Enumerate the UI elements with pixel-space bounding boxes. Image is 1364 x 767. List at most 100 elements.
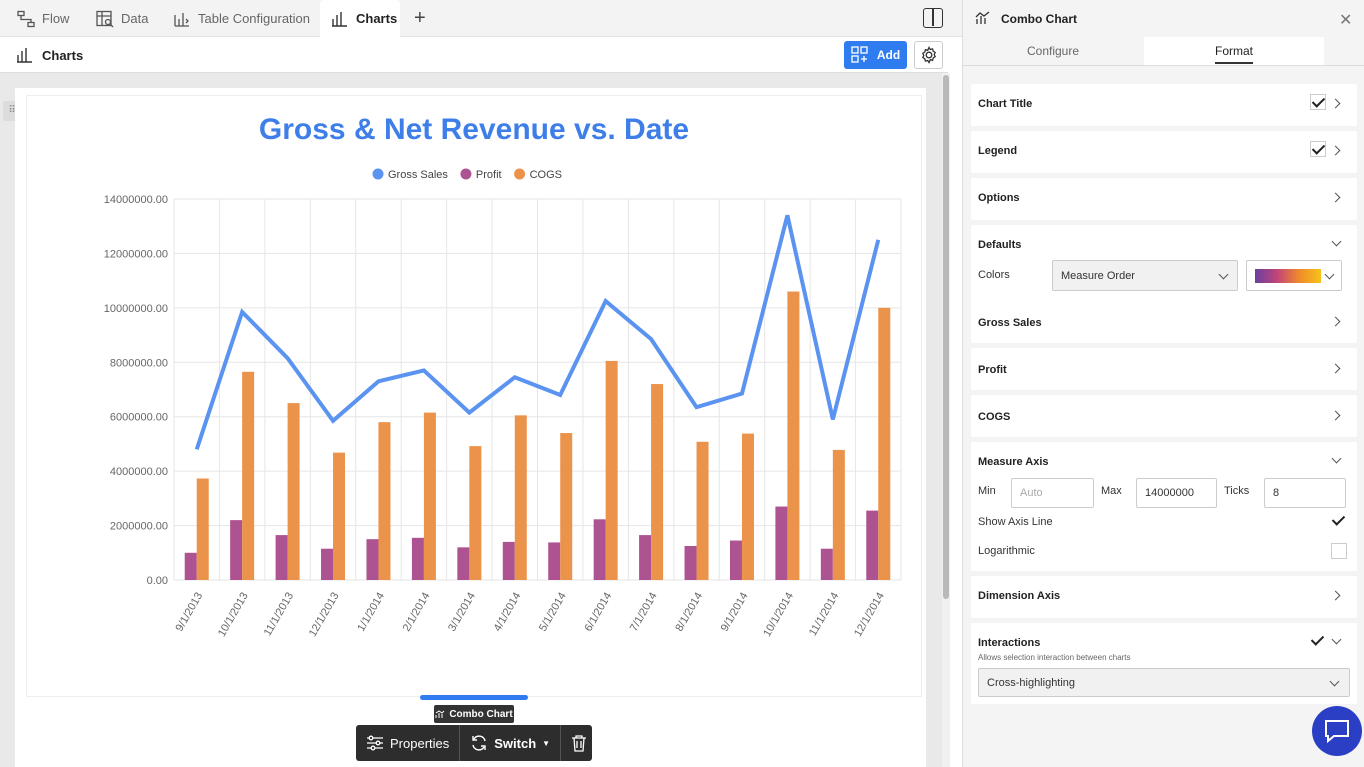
bar-profit[interactable] bbox=[457, 547, 470, 580]
bar-profit[interactable] bbox=[275, 535, 288, 580]
format-panel: Combo Chart ✕ Configure Format Chart Tit… bbox=[962, 0, 1364, 767]
bar-profit[interactable] bbox=[729, 540, 742, 580]
bar-cogs[interactable] bbox=[696, 441, 709, 580]
tab-charts[interactable]: Charts bbox=[320, 0, 400, 37]
interactions-select[interactable]: Cross-highlighting bbox=[978, 668, 1350, 697]
section-cogs-label: COGS bbox=[978, 411, 1011, 423]
chevron-down-icon[interactable] bbox=[1331, 236, 1342, 247]
x-tick-label: 4/1/2014 bbox=[492, 591, 524, 634]
bar-profit[interactable] bbox=[502, 541, 515, 580]
bar-cogs[interactable] bbox=[469, 446, 482, 580]
add-tab-button[interactable]: + bbox=[414, 7, 426, 29]
bar-profit[interactable] bbox=[230, 520, 243, 580]
bar-profit[interactable] bbox=[639, 535, 652, 580]
x-tick-label: 5/1/2014 bbox=[537, 591, 569, 634]
x-tick-label: 12/1/2013 bbox=[307, 591, 342, 639]
add-button[interactable]: Add bbox=[844, 41, 907, 69]
combo-chart[interactable]: Gross & Net Revenue vs. Date Gross Sales… bbox=[26, 95, 922, 695]
bar-profit[interactable] bbox=[684, 545, 697, 580]
bar-cogs[interactable] bbox=[832, 449, 845, 580]
section-chart-title[interactable]: Chart Title bbox=[971, 84, 1357, 126]
section-legend[interactable]: Legend bbox=[971, 131, 1357, 173]
bar-cogs[interactable] bbox=[514, 415, 527, 580]
tab-table-configuration-label: Table Configuration bbox=[198, 11, 311, 26]
top-tab-bar: Flow Data Table Configuration Charts + bbox=[0, 0, 962, 37]
logarithmic-checkbox[interactable] bbox=[1331, 543, 1347, 559]
chart-bars bbox=[184, 291, 891, 580]
bar-profit[interactable] bbox=[321, 548, 334, 580]
scrollbar-thumb[interactable] bbox=[943, 75, 949, 599]
colors-select[interactable]: Measure Order bbox=[1052, 260, 1238, 291]
switch-label: Switch bbox=[494, 735, 537, 751]
section-options-label: Options bbox=[978, 192, 1020, 204]
section-gross-sales-label: Gross Sales bbox=[978, 317, 1042, 329]
bar-profit[interactable] bbox=[411, 537, 424, 580]
bar-cogs[interactable] bbox=[605, 360, 618, 580]
color-palette-select[interactable] bbox=[1246, 260, 1342, 291]
legend-label[interactable]: COGS bbox=[530, 169, 562, 181]
canvas-scrollbar[interactable] bbox=[942, 73, 950, 767]
legend-label[interactable]: Gross Sales bbox=[388, 169, 448, 181]
bar-cogs[interactable] bbox=[242, 371, 255, 580]
tab-data[interactable]: Data bbox=[96, 0, 148, 37]
bar-profit[interactable] bbox=[866, 510, 879, 580]
chart-title-checkbox[interactable] bbox=[1310, 94, 1326, 110]
max-input[interactable]: 14000000 bbox=[1136, 478, 1217, 508]
section-options[interactable]: Options bbox=[971, 178, 1357, 220]
settings-button[interactable] bbox=[914, 41, 943, 69]
tab-table-configuration[interactable]: Table Configuration bbox=[173, 0, 310, 37]
bar-profit[interactable] bbox=[548, 542, 561, 580]
tab-configure[interactable]: Configure bbox=[973, 37, 1133, 65]
section-cogs[interactable]: COGS bbox=[971, 395, 1357, 437]
legend-label[interactable]: Profit bbox=[476, 169, 502, 181]
line-gross-sales[interactable] bbox=[194, 214, 881, 450]
bar-cogs[interactable] bbox=[878, 307, 891, 580]
ticks-input[interactable]: 8 bbox=[1264, 478, 1346, 508]
bar-cogs[interactable] bbox=[651, 384, 664, 580]
bar-cogs[interactable] bbox=[741, 433, 754, 580]
section-measure-axis: Measure Axis Min Auto Max 14000000 Ticks… bbox=[971, 442, 1357, 571]
bar-cogs[interactable] bbox=[287, 403, 300, 580]
interactions-checkbox[interactable] bbox=[1310, 633, 1326, 649]
colors-label: Colors bbox=[978, 269, 1010, 281]
legend-checkbox[interactable] bbox=[1310, 141, 1326, 157]
y-axis: 0.00 2000000.00 4000000.00 6000000.00 800000… bbox=[104, 194, 168, 587]
tab-configure-label: Configure bbox=[1026, 44, 1080, 58]
data-icon bbox=[96, 10, 114, 27]
bar-profit[interactable] bbox=[775, 506, 788, 580]
panel-toggle-icon[interactable] bbox=[923, 8, 943, 28]
bar-profit[interactable] bbox=[593, 519, 606, 580]
tab-flow[interactable]: Flow bbox=[17, 0, 69, 37]
bar-cogs[interactable] bbox=[196, 478, 209, 580]
section-legend-label: Legend bbox=[978, 145, 1018, 157]
combo-chart-icon bbox=[975, 11, 990, 24]
chat-button[interactable] bbox=[1312, 706, 1362, 756]
section-dimension-axis[interactable]: Dimension Axis bbox=[971, 576, 1357, 618]
bar-profit[interactable] bbox=[184, 552, 197, 580]
section-profit[interactable]: Profit bbox=[971, 348, 1357, 390]
bar-profit[interactable] bbox=[820, 548, 833, 580]
chevron-down-icon[interactable] bbox=[1331, 634, 1342, 645]
page-title: Charts bbox=[42, 48, 84, 63]
properties-button[interactable]: Properties bbox=[356, 725, 459, 761]
switch-button[interactable]: Switch ▼ bbox=[459, 725, 560, 761]
combo-chart-icon bbox=[435, 710, 445, 718]
delete-button[interactable] bbox=[560, 725, 597, 761]
chevron-down-icon[interactable] bbox=[1331, 453, 1342, 464]
charts-icon bbox=[332, 11, 347, 27]
section-gross-sales[interactable]: Gross Sales bbox=[971, 301, 1357, 343]
bar-cogs[interactable] bbox=[787, 291, 800, 580]
sliders-icon bbox=[367, 735, 383, 751]
show-axis-line-checkbox[interactable] bbox=[1331, 513, 1347, 529]
tab-format[interactable]: Format bbox=[1144, 37, 1324, 65]
chevron-down-icon bbox=[1329, 676, 1340, 687]
legend-swatch bbox=[460, 168, 472, 180]
bar-cogs[interactable] bbox=[560, 433, 573, 580]
chart-legend: Gross Sales Profit COGS bbox=[372, 168, 562, 181]
bar-cogs[interactable] bbox=[378, 422, 391, 580]
min-input[interactable]: Auto bbox=[1011, 478, 1094, 508]
bar-profit[interactable] bbox=[366, 539, 379, 580]
bar-cogs[interactable] bbox=[333, 452, 346, 580]
bar-cogs[interactable] bbox=[423, 412, 436, 580]
close-icon[interactable]: ✕ bbox=[1339, 12, 1353, 29]
